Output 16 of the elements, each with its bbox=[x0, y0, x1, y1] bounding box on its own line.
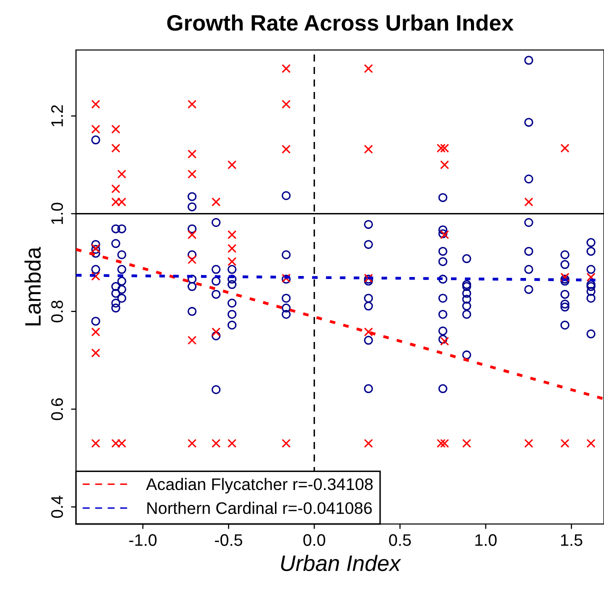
y-tick-label: 1.2 bbox=[51, 105, 63, 126]
y-tick-label: 1.0 bbox=[51, 202, 63, 224]
x-tick-label: 0.5 bbox=[389, 534, 411, 546]
y-tick-label: 0.6 bbox=[51, 398, 63, 420]
y-tick-label: 0.4 bbox=[51, 496, 63, 518]
x-tick-label: -1.0 bbox=[129, 534, 157, 546]
chart-title: Growth Rate Across Urban Index bbox=[167, 14, 514, 31]
legend-label: Acadian Flycatcher r=-0.34108 bbox=[146, 478, 373, 494]
y-tick-label: 0.8 bbox=[51, 300, 63, 322]
x-axis-title: Urban Index bbox=[281, 554, 402, 572]
x-tick-label: 0.0 bbox=[303, 534, 326, 546]
legend-label: Northern Cardinal r=-0.041086 bbox=[147, 502, 372, 514]
x-tick-label: 1.5 bbox=[561, 534, 582, 546]
x-tick-label: -0.5 bbox=[214, 534, 242, 546]
y-axis-title: Lambda bbox=[24, 246, 41, 326]
x-tick-label: 1.0 bbox=[475, 534, 497, 546]
